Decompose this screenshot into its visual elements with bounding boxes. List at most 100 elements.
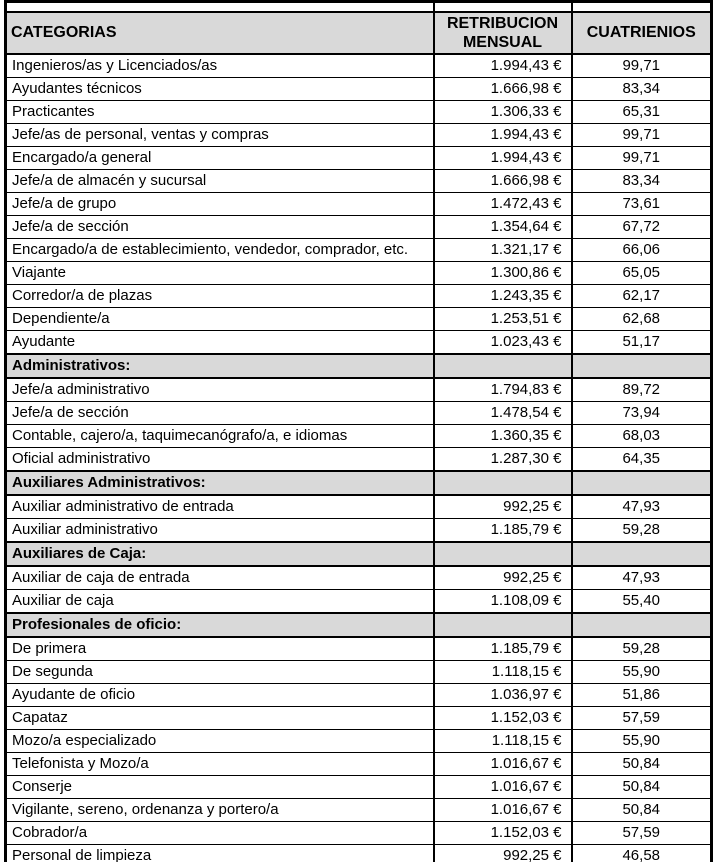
spacer-cell [432,0,573,13]
column-header-categorias: CATEGORIAS [4,11,435,55]
section-row: Profesionales de oficio: [4,612,713,638]
table-head: CATEGORIAS RETRIBUCION MENSUAL CUATRIENI… [4,0,713,55]
retribucion-cell [432,353,573,379]
table-row: Ayudantes técnicos 1.666,98 €83,34 [4,77,713,101]
categoria-cell: Practicantes [4,100,435,124]
categoria-cell: Profesionales de oficio: [4,612,435,638]
table-body: Ingenieros/as y Licenciados/as 1.994,43 €… [4,53,713,862]
retribucion-cell: 1.108,09 € [432,589,573,614]
table-row: Jefe/a de almacén y sucursal 1.666,98 €83… [4,169,713,193]
retribucion-cell: 1.306,33 € [432,100,573,124]
table-row: Viajante 1.300,86 €65,05 [4,261,713,285]
categoria-cell: Mozo/a especializado [4,729,435,753]
table-row: Telefonista y Mozo/a 1.016,67 €50,84 [4,752,713,776]
spacer-cell [4,0,435,13]
retribucion-cell: 1.152,03 € [432,821,573,845]
header-row: CATEGORIAS RETRIBUCION MENSUAL CUATRIENI… [4,11,713,55]
section-row: Administrativos: [4,353,713,379]
categoria-cell: Cobrador/a [4,821,435,845]
table-row: Jefe/a de grupo 1.472,43 €73,61 [4,192,713,216]
retribucion-cell: 1.185,79 € [432,518,573,543]
table-row: Jefe/as de personal, ventas y compras 1.9… [4,123,713,147]
retribucion-cell: 1.016,67 € [432,775,573,799]
categoria-cell: Auxiliares Administrativos: [4,470,435,496]
cuatrienios-cell: 57,59 [570,706,713,730]
retribucion-cell: 1.994,43 € [432,53,573,78]
retribucion-cell: 1.118,15 € [432,660,573,684]
cuatrienios-cell: 66,06 [570,238,713,262]
categoria-cell: De primera [4,636,435,661]
cuatrienios-cell: 83,34 [570,77,713,101]
table-row: Dependiente/a 1.253,51 €62,68 [4,307,713,331]
cuatrienios-cell [570,470,713,496]
retribucion-cell: 992,25 € [432,565,573,590]
spacer-cell [570,0,713,13]
cuatrienios-cell: 62,68 [570,307,713,331]
cuatrienios-cell [570,612,713,638]
retribucion-cell [432,612,573,638]
retribucion-cell: 1.354,64 € [432,215,573,239]
table-row: Ingenieros/as y Licenciados/as 1.994,43 €… [4,53,713,78]
retribucion-cell: 1.360,35 € [432,424,573,448]
categoria-cell: Capataz [4,706,435,730]
column-header-cuatrienios: CUATRIENIOS [570,11,713,55]
table-row: Capataz 1.152,03 €57,59 [4,706,713,730]
cuatrienios-cell: 55,90 [570,660,713,684]
retribucion-cell: 1.253,51 € [432,307,573,331]
retribucion-cell: 1.118,15 € [432,729,573,753]
categoria-cell: Encargado/a general [4,146,435,170]
categoria-cell: Vigilante, sereno, ordenanza y portero/a [4,798,435,822]
retribucion-cell [432,470,573,496]
categoria-cell: Jefe/as de personal, ventas y compras [4,123,435,147]
categoria-cell: Jefe/a de sección [4,215,435,239]
table-row: Ayudante de oficio 1.036,97 €51,86 [4,683,713,707]
table-row: Oficial administrativo 1.287,30 €64,35 [4,447,713,472]
cuatrienios-cell: 99,71 [570,123,713,147]
categoria-cell: De segunda [4,660,435,684]
retribucion-cell: 1.794,83 € [432,377,573,402]
cuatrienios-cell: 46,58 [570,844,713,862]
categoria-cell: Telefonista y Mozo/a [4,752,435,776]
categoria-cell: Jefe/a de grupo [4,192,435,216]
retribucion-cell: 1.016,67 € [432,798,573,822]
table-row: Practicantes 1.306,33 €65,31 [4,100,713,124]
table-row: Conserje 1.016,67 €50,84 [4,775,713,799]
table-row: Auxiliar de caja 1.108,09 €55,40 [4,589,713,614]
cuatrienios-cell [570,353,713,379]
retribucion-cell: 1.287,30 € [432,447,573,472]
cuatrienios-cell: 99,71 [570,53,713,78]
section-row: Auxiliares de Caja: [4,541,713,567]
categoria-cell: Administrativos: [4,353,435,379]
cuatrienios-cell: 59,28 [570,636,713,661]
table-row: Vigilante, sereno, ordenanza y portero/a… [4,798,713,822]
cuatrienios-cell: 73,61 [570,192,713,216]
salary-table: CATEGORIAS RETRIBUCION MENSUAL CUATRIENI… [4,0,713,862]
cuatrienios-cell: 59,28 [570,518,713,543]
retribucion-cell: 1.185,79 € [432,636,573,661]
cuatrienios-cell: 50,84 [570,775,713,799]
categoria-cell: Auxiliares de Caja: [4,541,435,567]
categoria-cell: Ayudantes técnicos [4,77,435,101]
cuatrienios-cell: 47,93 [570,494,713,519]
retribucion-cell: 1.152,03 € [432,706,573,730]
cuatrienios-cell: 65,31 [570,100,713,124]
retribucion-cell: 992,25 € [432,494,573,519]
categoria-cell: Ayudante de oficio [4,683,435,707]
cuatrienios-cell: 68,03 [570,424,713,448]
retribucion-cell: 1.666,98 € [432,169,573,193]
table-row: Jefe/a de sección 1.354,64 €67,72 [4,215,713,239]
retribucion-cell: 992,25 € [432,844,573,862]
retribucion-cell: 1.666,98 € [432,77,573,101]
column-header-retribucion-mensual: RETRIBUCION MENSUAL [432,11,573,55]
table-row: Contable, cajero/a, taquimecanógrafo/a, … [4,424,713,448]
categoria-cell: Corredor/a de plazas [4,284,435,308]
retribucion-cell: 1.321,17 € [432,238,573,262]
table-row: Ayudante 1.023,43 €51,17 [4,330,713,355]
table-row: Corredor/a de plazas 1.243,35 €62,17 [4,284,713,308]
cuatrienios-cell: 83,34 [570,169,713,193]
retribucion-cell: 1.023,43 € [432,330,573,355]
cuatrienios-cell: 62,17 [570,284,713,308]
cuatrienios-cell [570,541,713,567]
categoria-cell: Ingenieros/as y Licenciados/as [4,53,435,78]
